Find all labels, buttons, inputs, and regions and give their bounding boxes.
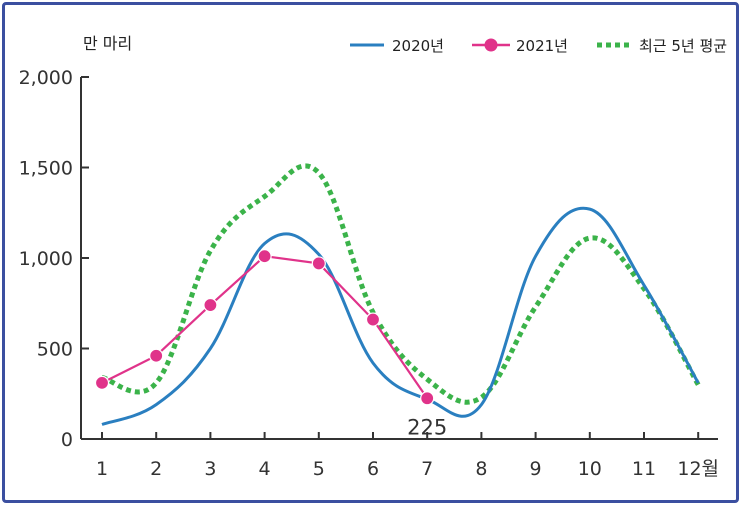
y-tick-label: 500 bbox=[37, 339, 73, 361]
x-tick-label: 11 bbox=[632, 458, 656, 480]
y-tick-label: 2,000 bbox=[19, 67, 73, 89]
series-line-5yr-avg bbox=[101, 163, 701, 405]
x-tick-label: 8 bbox=[475, 458, 487, 480]
x-tick-label: 1 bbox=[96, 458, 108, 480]
series-layer: 225 bbox=[94, 163, 701, 439]
y-tick-label: 1,000 bbox=[19, 248, 73, 270]
x-tick-label: 5 bbox=[313, 458, 325, 480]
series-2 bbox=[101, 163, 701, 405]
data-point-2021 bbox=[257, 249, 272, 264]
data-point-2021 bbox=[149, 348, 164, 363]
legend: 2020년 2021년 최근 5년 평균 bbox=[350, 37, 727, 55]
x-tick-label: 6 bbox=[367, 458, 379, 480]
legend-swatch-marker bbox=[484, 38, 498, 52]
x-tick-label: 2 bbox=[150, 458, 162, 480]
chart-frame: 0 500 1,000 1,500 2,000 1 2 3 4 5 6 7 8 9 10 11 12월 225 … bbox=[2, 2, 739, 503]
x-tick-label: 4 bbox=[259, 458, 271, 480]
axes: 0 500 1,000 1,500 2,000 1 2 3 4 5 6 7 8 9 10 11 12월 bbox=[19, 67, 719, 480]
x-tick-label: 3 bbox=[204, 458, 216, 480]
series-1 bbox=[94, 249, 435, 406]
legend-label: 최근 5년 평균 bbox=[639, 37, 727, 55]
legend-item: 2020년 bbox=[350, 37, 444, 55]
y-tick-label: 0 bbox=[61, 429, 73, 451]
x-tick-label: 12월 bbox=[677, 458, 719, 480]
x-tick-label: 9 bbox=[530, 458, 542, 480]
data-point-2021 bbox=[420, 391, 435, 406]
series-0 bbox=[101, 206, 700, 426]
data-point-2021 bbox=[94, 375, 110, 390]
x-tick-label: 10 bbox=[578, 458, 602, 480]
legend-label: 2021년 bbox=[516, 37, 568, 55]
legend-label: 2020년 bbox=[392, 37, 444, 55]
legend-item: 2021년 bbox=[472, 37, 568, 55]
annotation-label: 225 bbox=[407, 415, 447, 439]
data-point-2021 bbox=[203, 297, 218, 313]
y-unit-label: 만 마리 bbox=[83, 34, 132, 53]
series-line-2020 bbox=[101, 206, 700, 426]
y-tick-label: 1,500 bbox=[19, 158, 73, 180]
x-tick-label: 7 bbox=[421, 458, 433, 480]
series-line-2021 bbox=[101, 255, 429, 399]
data-point-2021 bbox=[311, 256, 326, 271]
data-point-2021 bbox=[365, 312, 381, 327]
legend-item: 최근 5년 평균 bbox=[597, 37, 727, 55]
